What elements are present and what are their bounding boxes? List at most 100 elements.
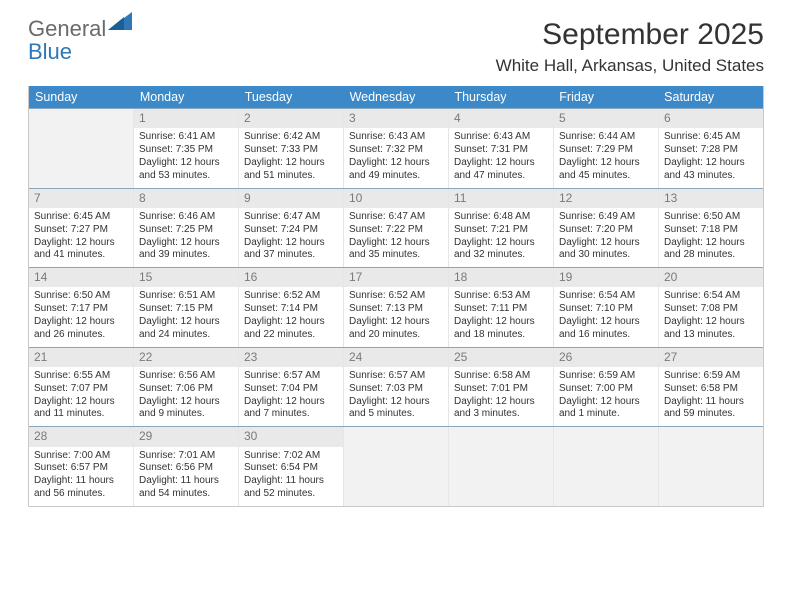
cell-content: Sunrise: 6:47 AMSunset: 7:24 PMDaylight:…	[239, 208, 343, 267]
sunrise-text: Sunrise: 6:46 AM	[139, 211, 233, 224]
day-number: 14	[29, 268, 133, 287]
calendar-cell: 20Sunrise: 6:54 AMSunset: 7:08 PMDayligh…	[659, 268, 763, 347]
calendar-cell	[449, 427, 554, 506]
sunset-text: Sunset: 7:17 PM	[34, 303, 128, 316]
sunset-text: Sunset: 7:10 PM	[559, 303, 653, 316]
daylight-text: Daylight: 12 hours and 28 minutes.	[664, 237, 758, 263]
calendar-cell: 1Sunrise: 6:41 AMSunset: 7:35 PMDaylight…	[134, 109, 239, 188]
sunrise-text: Sunrise: 6:43 AM	[349, 131, 443, 144]
daylight-text: Daylight: 12 hours and 53 minutes.	[139, 157, 233, 183]
calendar-cell: 26Sunrise: 6:59 AMSunset: 7:00 PMDayligh…	[554, 348, 659, 427]
sunrise-text: Sunrise: 6:45 AM	[664, 131, 758, 144]
daylight-text: Daylight: 12 hours and 43 minutes.	[664, 157, 758, 183]
daylight-text: Daylight: 12 hours and 16 minutes.	[559, 316, 653, 342]
daylight-text: Daylight: 12 hours and 22 minutes.	[244, 316, 338, 342]
daylight-text: Daylight: 12 hours and 30 minutes.	[559, 237, 653, 263]
calendar-cell: 19Sunrise: 6:54 AMSunset: 7:10 PMDayligh…	[554, 268, 659, 347]
logo-text-general: General	[28, 16, 106, 41]
daylight-text: Daylight: 11 hours and 54 minutes.	[139, 475, 233, 501]
sunset-text: Sunset: 7:18 PM	[664, 224, 758, 237]
weekday-header: Sunday Monday Tuesday Wednesday Thursday…	[29, 86, 763, 108]
sunrise-text: Sunrise: 6:54 AM	[559, 290, 653, 303]
day-number: 9	[239, 189, 343, 208]
sunrise-text: Sunrise: 6:57 AM	[349, 370, 443, 383]
calendar-cell: 5Sunrise: 6:44 AMSunset: 7:29 PMDaylight…	[554, 109, 659, 188]
day-number: 25	[449, 348, 553, 367]
daylight-text: Daylight: 12 hours and 11 minutes.	[34, 396, 128, 422]
calendar-cell: 30Sunrise: 7:02 AMSunset: 6:54 PMDayligh…	[239, 427, 344, 506]
day-number: 2	[239, 109, 343, 128]
sunset-text: Sunset: 7:25 PM	[139, 224, 233, 237]
calendar-cell: 11Sunrise: 6:48 AMSunset: 7:21 PMDayligh…	[449, 189, 554, 268]
week-row: 1Sunrise: 6:41 AMSunset: 7:35 PMDaylight…	[29, 108, 763, 188]
daylight-text: Daylight: 11 hours and 59 minutes.	[664, 396, 758, 422]
day-number: 8	[134, 189, 238, 208]
sunrise-text: Sunrise: 6:58 AM	[454, 370, 548, 383]
sunrise-text: Sunrise: 6:50 AM	[34, 290, 128, 303]
week-row: 14 Sunrise: 6:50 AMSunset: 7:17 PM Dayligh…	[29, 267, 763, 347]
calendar-cell: 22Sunrise: 6:56 AMSunset: 7:06 PMDayligh…	[134, 348, 239, 427]
daylight-text: Daylight: 12 hours and 32 minutes.	[454, 237, 548, 263]
calendar-cell: 9Sunrise: 6:47 AMSunset: 7:24 PMDaylight…	[239, 189, 344, 268]
sunset-text: Sunset: 7:29 PM	[559, 144, 653, 157]
sunrise-text: Sunrise: 6:44 AM	[559, 131, 653, 144]
sunset-text: Sunset: 6:56 PM	[139, 462, 233, 475]
day-number: 3	[344, 109, 448, 128]
cell-content: Sunrise: 6:55 AMSunset: 7:07 PMDaylight:…	[29, 367, 133, 426]
daylight-text: Daylight: 12 hours and 35 minutes.	[349, 237, 443, 263]
title-block: September 2025 White Hall, Arkansas, Uni…	[496, 18, 764, 76]
dayname-tue: Tuesday	[239, 86, 344, 108]
cell-content: Sunrise: 6:50 AMSunset: 7:18 PMDaylight:…	[659, 208, 763, 267]
dayname-fri: Friday	[553, 86, 658, 108]
calendar-cell: 2Sunrise: 6:42 AMSunset: 7:33 PMDaylight…	[239, 109, 344, 188]
sunset-text: Sunset: 7:33 PM	[244, 144, 338, 157]
sunset-text: Sunset: 7:08 PM	[664, 303, 758, 316]
sunrise-text: Sunrise: 6:45 AM	[34, 211, 128, 224]
day-number: 26	[554, 348, 658, 367]
daylight-text: Daylight: 12 hours and 13 minutes.	[664, 316, 758, 342]
day-number: 18	[449, 268, 553, 287]
day-number: 30	[239, 427, 343, 446]
calendar-cell: 14Sunrise: 6:50 AMSunset: 7:17 PMDayligh…	[29, 268, 134, 347]
calendar-cell: 7Sunrise: 6:45 AMSunset: 7:27 PMDaylight…	[29, 189, 134, 268]
logo-text-blue: Blue	[28, 39, 72, 64]
day-number: 29	[134, 427, 238, 446]
cell-content: Sunrise: 6:54 AMSunset: 7:08 PMDaylight:…	[659, 287, 763, 346]
daylight-text: Daylight: 12 hours and 18 minutes.	[454, 316, 548, 342]
sunrise-text: Sunrise: 6:47 AM	[349, 211, 443, 224]
calendar-cell	[344, 427, 449, 506]
sunrise-text: Sunrise: 6:43 AM	[454, 131, 548, 144]
sunrise-text: Sunrise: 6:51 AM	[139, 290, 233, 303]
sunset-text: Sunset: 7:20 PM	[559, 224, 653, 237]
day-number: 24	[344, 348, 448, 367]
sunrise-text: Sunrise: 6:42 AM	[244, 131, 338, 144]
dayname-sat: Saturday	[658, 86, 763, 108]
calendar-cell: 6Sunrise: 6:45 AMSunset: 7:28 PMDaylight…	[659, 109, 763, 188]
cell-content: Sunrise: 6:57 AMSunset: 7:03 PMDaylight:…	[344, 367, 448, 426]
calendar-cell: 10Sunrise: 6:47 AMSunset: 7:22 PMDayligh…	[344, 189, 449, 268]
sunrise-text: Sunrise: 6:48 AM	[454, 211, 548, 224]
sunset-text: Sunset: 7:28 PM	[664, 144, 758, 157]
cell-content: Sunrise: 6:42 AMSunset: 7:33 PMDaylight:…	[239, 128, 343, 187]
sunset-text: Sunset: 7:07 PM	[34, 383, 128, 396]
cell-content: Sunrise: 6:59 AMSunset: 7:00 PMDaylight:…	[554, 367, 658, 426]
page-title: September 2025	[496, 18, 764, 52]
daylight-text: Daylight: 12 hours and 47 minutes.	[454, 157, 548, 183]
week-row: 28Sunrise: 7:00 AMSunset: 6:57 PMDayligh…	[29, 426, 763, 506]
cell-content: Sunrise: 6:52 AMSunset: 7:13 PMDaylight:…	[344, 287, 448, 346]
daylight-text: Daylight: 12 hours and 45 minutes.	[559, 157, 653, 183]
cell-content: Sunrise: 7:00 AMSunset: 6:57 PMDaylight:…	[29, 447, 133, 506]
sunset-text: Sunset: 6:57 PM	[34, 462, 128, 475]
header: General Blue September 2025 White Hall, …	[28, 18, 764, 76]
day-number: 20	[659, 268, 763, 287]
cell-content: Sunrise: 6:48 AMSunset: 7:21 PMDaylight:…	[449, 208, 553, 267]
cell-content: Sunrise: 6:46 AMSunset: 7:25 PMDaylight:…	[134, 208, 238, 267]
day-number: 23	[239, 348, 343, 367]
cell-content: Sunrise: 6:57 AMSunset: 7:04 PMDaylight:…	[239, 367, 343, 426]
calendar: Sunday Monday Tuesday Wednesday Thursday…	[28, 86, 764, 507]
sunrise-text: Sunrise: 6:52 AM	[349, 290, 443, 303]
cell-content: Sunrise: 6:45 AMSunset: 7:27 PMDaylight:…	[29, 208, 133, 267]
calendar-cell: 13Sunrise: 6:50 AMSunset: 7:18 PMDayligh…	[659, 189, 763, 268]
calendar-cell	[659, 427, 763, 506]
calendar-cell: 8Sunrise: 6:46 AMSunset: 7:25 PMDaylight…	[134, 189, 239, 268]
